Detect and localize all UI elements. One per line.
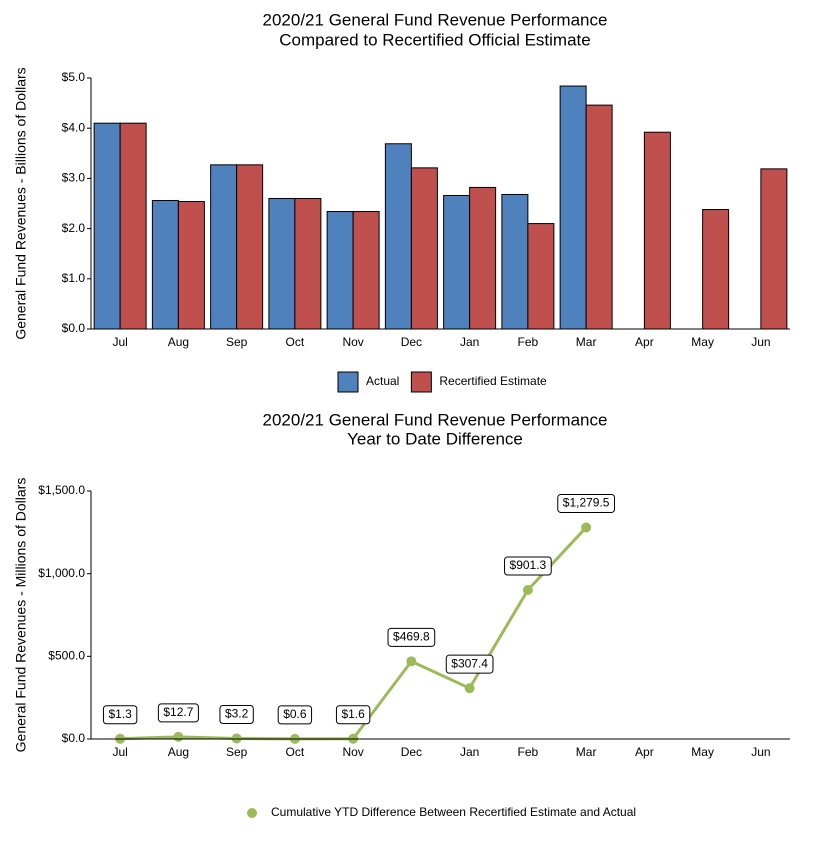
y-tick-label: $500.0 xyxy=(48,649,85,663)
bar xyxy=(210,164,238,330)
y-tick-label: $1.0 xyxy=(62,271,86,285)
x-tick-label: Jan xyxy=(460,745,479,759)
data-label-box xyxy=(157,703,199,723)
data-label: $469.8 xyxy=(393,629,430,643)
x-tick-label: Jul xyxy=(112,335,127,349)
bar xyxy=(294,197,322,330)
x-tick-label: Nov xyxy=(342,335,363,349)
bar xyxy=(384,143,412,330)
bar xyxy=(559,85,587,330)
point xyxy=(522,584,533,595)
x-tick-label: Apr xyxy=(635,745,654,759)
data-label-box xyxy=(219,704,254,724)
data-label-box xyxy=(277,705,313,725)
bar xyxy=(119,122,147,330)
bar xyxy=(410,167,438,330)
legend-marker xyxy=(247,808,257,818)
chart-title: 2020/21 General Fund Revenue Performance xyxy=(263,10,608,29)
x-tick-label: Dec xyxy=(401,745,422,759)
chart-subtitle: Year to Date Difference xyxy=(347,429,523,448)
data-label: $1,279.5 xyxy=(563,496,610,510)
x-tick-label: Mar xyxy=(576,335,597,349)
bar xyxy=(585,104,613,330)
y-tick-label: $4.0 xyxy=(62,120,86,134)
bar xyxy=(643,131,671,330)
data-label: $1.3 xyxy=(108,707,132,721)
bar xyxy=(268,197,296,330)
x-tick-label: Aug xyxy=(168,745,189,759)
data-label: $12.7 xyxy=(163,705,193,719)
bar xyxy=(177,200,205,330)
legend-swatch xyxy=(337,371,359,393)
x-tick-label: Jan xyxy=(460,335,479,349)
chart-subtitle: Compared to Recertified Official Estimat… xyxy=(279,30,590,49)
data-label-box xyxy=(387,627,436,647)
bar xyxy=(501,193,529,330)
point xyxy=(464,683,475,694)
point xyxy=(231,733,242,744)
point xyxy=(173,731,184,742)
bar xyxy=(236,164,264,330)
x-tick-label: Feb xyxy=(518,335,539,349)
bar xyxy=(469,186,497,330)
bar xyxy=(326,211,354,330)
x-tick-label: Sep xyxy=(226,745,248,759)
x-tick-label: May xyxy=(691,745,714,759)
point xyxy=(581,522,592,533)
x-tick-label: Feb xyxy=(518,745,539,759)
legend-label: Cumulative YTD Difference Between Recert… xyxy=(271,805,636,819)
data-label: $0.6 xyxy=(283,707,307,721)
y-tick-label: $0.0 xyxy=(62,731,86,745)
data-label-box xyxy=(445,654,494,674)
data-label: $1.6 xyxy=(341,707,365,721)
x-tick-label: Oct xyxy=(286,745,305,759)
bar xyxy=(527,223,555,330)
data-label: $901.3 xyxy=(510,558,547,572)
x-tick-label: Oct xyxy=(286,335,305,349)
y-tick-label: $2.0 xyxy=(62,221,86,235)
y-axis-title: General Fund Revenues - Millions of Doll… xyxy=(13,478,29,753)
x-tick-label: Jun xyxy=(751,745,770,759)
bar xyxy=(702,209,730,330)
legend-label: Actual xyxy=(366,374,399,388)
x-tick-label: Sep xyxy=(226,335,248,349)
bar xyxy=(151,199,179,330)
x-tick-label: Jul xyxy=(112,745,127,759)
bar xyxy=(443,194,471,330)
x-tick-label: Apr xyxy=(635,335,654,349)
chart-title: 2020/21 General Fund Revenue Performance xyxy=(263,410,608,429)
bar xyxy=(760,168,788,330)
data-label-box xyxy=(102,705,138,725)
data-label: $307.4 xyxy=(451,656,488,670)
bar xyxy=(93,122,121,330)
legend-label: Recertified Estimate xyxy=(439,374,547,388)
data-label-box xyxy=(335,705,371,725)
x-tick-label: Dec xyxy=(401,335,422,349)
y-tick-label: $0.0 xyxy=(62,321,86,335)
y-tick-label: $1,000.0 xyxy=(38,566,85,580)
x-tick-label: May xyxy=(691,335,714,349)
point xyxy=(406,656,417,667)
data-label-box xyxy=(504,556,552,576)
legend-swatch xyxy=(410,371,432,393)
data-label-box xyxy=(557,493,615,513)
x-tick-label: Mar xyxy=(576,745,597,759)
bar xyxy=(352,211,380,330)
y-tick-label: $3.0 xyxy=(62,171,86,185)
data-label: $3.2 xyxy=(225,707,249,721)
y-tick-label: $5.0 xyxy=(62,70,86,84)
x-tick-label: Aug xyxy=(168,335,189,349)
y-axis-title: General Fund Revenues - Billions of Doll… xyxy=(13,67,29,339)
y-tick-label: $1,500.0 xyxy=(38,483,85,497)
x-tick-label: Nov xyxy=(342,745,363,759)
x-tick-label: Jun xyxy=(751,335,770,349)
